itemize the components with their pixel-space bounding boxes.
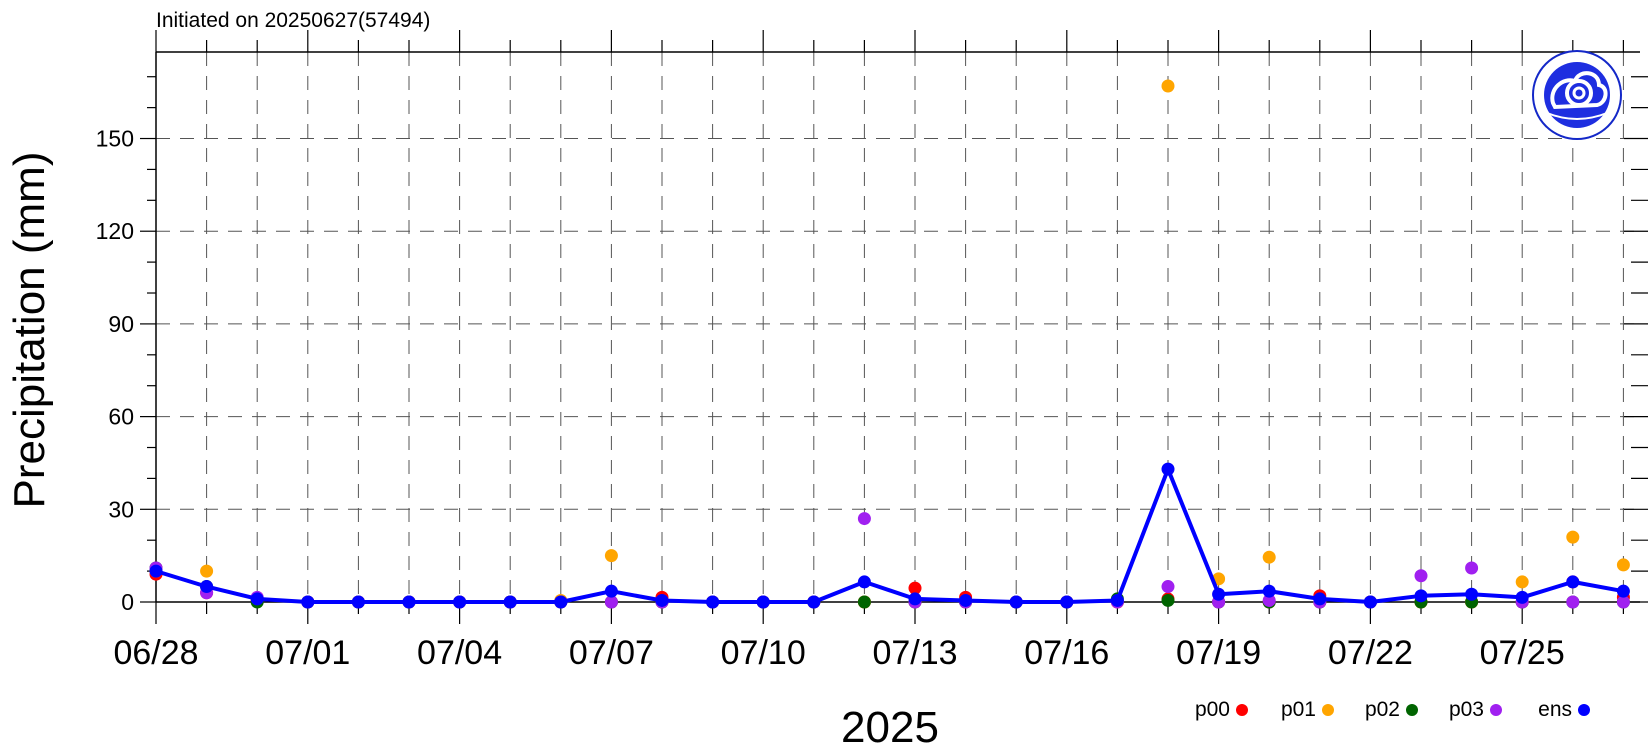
point-p02 bbox=[1161, 593, 1175, 607]
y-tick-label: 150 bbox=[96, 126, 134, 152]
point-p01 bbox=[604, 549, 618, 563]
point-p00 bbox=[908, 581, 922, 595]
legend-label-p01: p01 bbox=[1281, 698, 1316, 721]
point-p03 bbox=[1465, 561, 1479, 575]
legend-label-p03: p03 bbox=[1449, 698, 1484, 721]
point-p01 bbox=[1566, 530, 1580, 544]
y-tick-label: 30 bbox=[108, 496, 134, 522]
x-tick-label: 07/01 bbox=[265, 634, 350, 672]
legend-marker-p03 bbox=[1490, 704, 1502, 716]
grid-lines bbox=[156, 52, 1640, 602]
ens-series-line bbox=[155, 467, 1624, 604]
point-p03 bbox=[1161, 580, 1175, 594]
y-tick-label: 0 bbox=[121, 589, 134, 615]
ens-line bbox=[155, 467, 1624, 604]
point-p03 bbox=[857, 512, 871, 526]
legend: p00 p01 p02 p03 ens bbox=[1195, 698, 1590, 721]
point-p03 bbox=[1414, 569, 1428, 583]
data-points bbox=[149, 79, 1630, 609]
x-tick-label: 07/25 bbox=[1480, 634, 1565, 672]
legend-marker-p00 bbox=[1236, 704, 1248, 716]
legend-marker-p01 bbox=[1322, 704, 1334, 716]
y-axis-label: Precipitation (mm) bbox=[5, 152, 54, 509]
point-p02 bbox=[857, 595, 871, 609]
y-axis-ticks: 0 30 60 90 120 150 bbox=[96, 76, 1648, 615]
point-p03 bbox=[1616, 595, 1630, 609]
point-p01 bbox=[1262, 550, 1276, 564]
point-p01 bbox=[200, 564, 214, 578]
legend-marker-ens bbox=[1578, 704, 1590, 716]
plot-frame bbox=[155, 51, 1640, 603]
chart-title: Initiated on 20250627(57494) bbox=[156, 9, 430, 32]
legend-label-p02: p02 bbox=[1365, 698, 1400, 721]
x-tick-label: 06/28 bbox=[113, 634, 198, 672]
point-p01 bbox=[1515, 575, 1529, 589]
x-tick-label: 07/22 bbox=[1328, 634, 1413, 672]
x-tick-label: 07/07 bbox=[569, 634, 654, 672]
legend-label-ens: ens bbox=[1538, 698, 1572, 721]
y-tick-label: 120 bbox=[96, 218, 134, 244]
point-p03 bbox=[1566, 595, 1580, 609]
point-p03 bbox=[1262, 593, 1276, 607]
x-tick-label: 07/19 bbox=[1176, 634, 1261, 672]
x-tick-label: 07/04 bbox=[417, 634, 502, 672]
y-tick-label: 90 bbox=[108, 311, 134, 337]
legend-label-p00: p00 bbox=[1195, 698, 1230, 721]
point-p01 bbox=[1616, 558, 1630, 572]
x-tick-label: 07/10 bbox=[721, 634, 806, 672]
x-axis-label: 2025 bbox=[841, 703, 939, 752]
point-p03 bbox=[604, 595, 618, 609]
x-tick-label: 07/13 bbox=[872, 634, 957, 672]
y-tick-label: 60 bbox=[108, 404, 134, 430]
point-p01 bbox=[1161, 79, 1175, 93]
x-tick-label: 07/16 bbox=[1024, 634, 1109, 672]
x-axis-ticks: 06/28 07/01 07/04 07/07 07/10 07/13 07/16 07/19… bbox=[113, 30, 1625, 672]
legend-marker-p02 bbox=[1406, 704, 1418, 716]
cma-logo-icon bbox=[1532, 50, 1622, 140]
